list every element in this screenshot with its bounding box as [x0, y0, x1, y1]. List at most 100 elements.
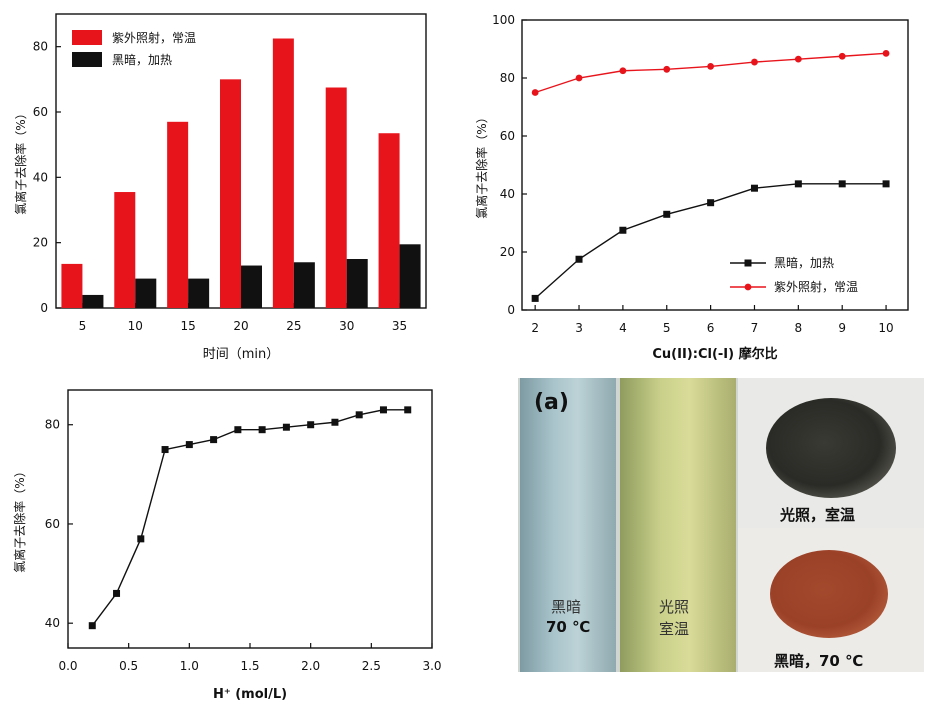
series-line [534, 52, 887, 94]
panel-tag: (a) [534, 390, 569, 415]
data-point [619, 226, 627, 234]
x-tick-label: 2.0 [301, 659, 320, 673]
x-tick-label: 5 [663, 321, 671, 335]
legend-label: 黑暗，加热 [112, 52, 172, 67]
data-point [113, 589, 121, 597]
data-point [750, 184, 758, 192]
data-point [794, 55, 802, 63]
line-chart-hplus: 40 60 80 0.0 0.5 1.0 1.5 2.0 2.5 3.0 H⁺ (mol/L) 氯离子… [12, 389, 442, 702]
tube2-label-line2: 室温 [659, 620, 690, 638]
y-tick-label: 20 [500, 245, 515, 259]
y-tick-label: 80 [33, 40, 48, 54]
data-point [707, 63, 715, 70]
data-point [161, 446, 169, 454]
x-tick-label: 0.5 [119, 659, 138, 673]
line-chart-molar-ratio: 0 20 40 60 80 100 2 3 4 5 6 7 8 9 10 Cu(II):Cl(-I) 摩尔比 氯… [474, 13, 909, 362]
y-tick-label: 40 [33, 170, 48, 184]
bar [325, 87, 347, 308]
tube1-label-line1: 黑暗 [551, 598, 582, 616]
red-brown-powder [770, 550, 888, 638]
x-tick-label: 6 [707, 321, 715, 335]
tube-light-room-temp [620, 378, 736, 672]
bar [167, 121, 189, 308]
data-point [185, 441, 193, 449]
data-point [531, 294, 539, 302]
y-tick-label: 0 [40, 301, 48, 315]
powder2-label: 黑暗，70 ℃ [774, 652, 864, 670]
data-point [307, 421, 315, 429]
data-point [88, 622, 96, 630]
legend-swatch [72, 30, 102, 45]
experiment-photo: (a) 黑暗 70 ℃ 光照 室温 光照，室温 黑暗，70 ℃ [518, 378, 924, 672]
bar [272, 38, 294, 308]
x-axis-label: H⁺ (mol/L) [213, 687, 287, 702]
data-point [838, 52, 846, 60]
x-tick-label: 35 [392, 319, 407, 333]
legend-marker [744, 283, 752, 291]
bar [220, 79, 241, 308]
y-tick-label: 0 [507, 303, 515, 317]
bar [61, 263, 83, 308]
data-point [210, 436, 218, 444]
y-tick-label: 40 [45, 616, 60, 630]
y-tick-label: 60 [500, 129, 515, 143]
data-point [663, 65, 671, 73]
data-point [751, 58, 758, 66]
tube2-label-line1: 光照 [659, 598, 690, 616]
data-point [258, 426, 266, 434]
y-tick-label: 20 [33, 236, 48, 250]
x-tick-label: 3.0 [422, 659, 441, 673]
plot-frame [521, 19, 909, 311]
bar [378, 133, 400, 308]
x-tick-label: 20 [233, 319, 248, 333]
x-tick-label: 3 [575, 321, 583, 335]
bar-chart-time: 0 20 40 60 80 5 10 15 20 25 30 35 时间（min） 氯离子去除率（%） 紫外… [13, 13, 427, 362]
x-tick-label: 30 [339, 319, 354, 333]
y-tick-label: 40 [500, 187, 515, 201]
data-point [838, 180, 846, 188]
x-tick-label: 25 [286, 319, 301, 333]
data-point [379, 406, 387, 414]
x-tick-label: 15 [181, 319, 196, 333]
data-point [619, 67, 627, 75]
data-point [234, 426, 242, 434]
data-point [707, 199, 715, 207]
data-point [794, 180, 802, 188]
x-tick-label: 1.5 [240, 659, 259, 673]
bar [293, 262, 315, 308]
bar [399, 244, 421, 308]
x-tick-label: 10 [878, 321, 893, 335]
legend-label: 黑暗，加热 [774, 255, 834, 270]
x-axis-label: 时间（min） [203, 347, 280, 362]
bar [241, 265, 262, 308]
x-tick-label: 8 [795, 321, 803, 335]
legend-marker [744, 259, 752, 267]
data-point [282, 423, 290, 431]
data-point [575, 74, 583, 82]
tube1-label-line2: 70 ℃ [546, 618, 591, 636]
x-tick-label: 5 [79, 319, 87, 333]
y-tick-label: 80 [45, 418, 60, 432]
data-point [882, 180, 890, 188]
x-tick-label: 7 [751, 321, 759, 335]
tube-dark-heated [520, 378, 616, 672]
data-point [882, 49, 890, 57]
data-point [663, 210, 671, 218]
bar [346, 259, 368, 308]
black-powder [766, 398, 896, 498]
powder1-label: 光照，室温 [780, 506, 856, 524]
data-point [404, 406, 412, 414]
y-tick-label: 80 [500, 71, 515, 85]
y-tick-label: 100 [492, 13, 515, 27]
x-tick-label: 0.0 [58, 659, 77, 673]
series-line [91, 409, 408, 627]
data-point [331, 418, 339, 426]
y-tick-label: 60 [45, 517, 60, 531]
data-point [531, 89, 539, 96]
x-tick-label: 4 [619, 321, 627, 335]
data-point [575, 255, 583, 263]
legend-label: 紫外照射，常温 [774, 279, 858, 294]
y-axis-label: 氯离子去除率（%） [474, 111, 489, 218]
x-axis-label: Cu(II):Cl(-I) 摩尔比 [652, 346, 777, 362]
y-axis-label: 氯离子去除率（%） [12, 465, 27, 572]
